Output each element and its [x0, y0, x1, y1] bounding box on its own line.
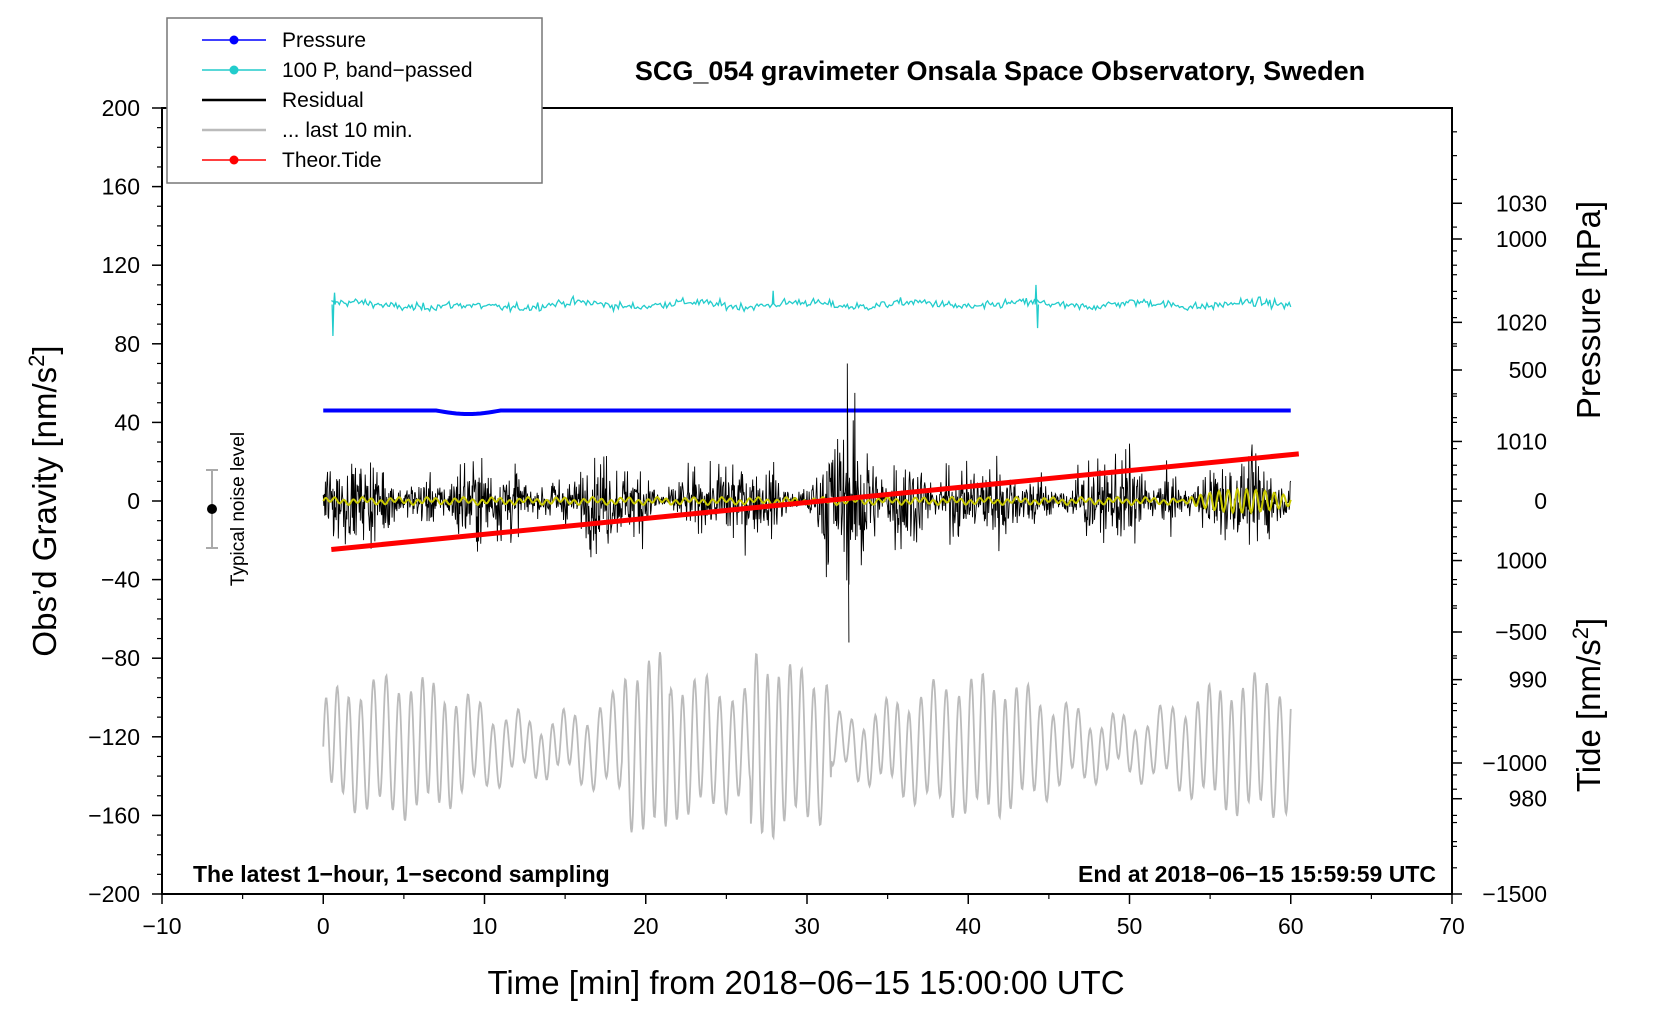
legend-label: Residual: [282, 89, 364, 112]
x-tick-label-10: 10: [472, 913, 498, 939]
y-tick-label-80: −80: [101, 645, 140, 671]
legend-swatch-marker: [229, 65, 239, 75]
legend-item-theor-tide: Theor.Tide: [202, 149, 382, 172]
y-tick-label-160: −160: [88, 802, 140, 828]
y-tick-label-40: 40: [114, 409, 140, 435]
series-residual-line: [322, 363, 1292, 643]
pressure-tick-label-1030: 1030: [1496, 190, 1547, 216]
legend-label: Theor.Tide: [282, 149, 382, 172]
y-tick-label-120: −120: [88, 724, 140, 750]
x-tick-label-20: 20: [633, 913, 659, 939]
noise-level-indicator: Typical noise level: [206, 432, 249, 586]
legend-label: ... last 10 min.: [282, 119, 413, 142]
y-tick-label-0: 0: [127, 488, 140, 514]
legend-item-last-10-min: ... last 10 min.: [202, 119, 413, 142]
series-pressure-line: [323, 408, 1291, 417]
y-tick-label-160: 160: [102, 174, 140, 200]
pressure-tick-label-980: 980: [1509, 786, 1547, 812]
y-tick-label-80: 80: [114, 331, 140, 357]
pressure-tick-label-1000: 1000: [1496, 548, 1547, 574]
chart-title: SCG_054 gravimeter Onsala Space Observat…: [635, 56, 1365, 86]
y-axis-title-tide: Tide [nm/s2]: [1568, 618, 1608, 792]
x-tick-label-50: 50: [1117, 913, 1143, 939]
x-tick-label-10: −10: [142, 913, 181, 939]
tide-tick-label-500: −500: [1495, 619, 1547, 645]
y-axis-title-pressure: Pressure [hPa]: [1570, 201, 1607, 419]
legend-items: Pressure 100 P, band−passed Residual ... la…: [202, 29, 473, 172]
legend-item-pressure: Pressure: [202, 29, 366, 52]
tide-tick-label-500: 500: [1509, 357, 1547, 383]
x-tick-label-40: 40: [955, 913, 981, 939]
series-bandpassed-pressure-line: [331, 284, 1292, 336]
pressure-tick-label-1020: 1020: [1496, 309, 1547, 335]
x-tick-label-60: 60: [1278, 913, 1304, 939]
y-tick-label-120: 120: [102, 252, 140, 278]
series-theor-tide-line: [331, 451, 1300, 552]
legend: Pressure 100 P, band−passed Residual ... la…: [166, 17, 543, 184]
tide-tick-label-1000: −1000: [1482, 750, 1547, 776]
series-group: [322, 284, 1300, 841]
x-tick-label-30: 30: [794, 913, 820, 939]
tide-tick-label-1000: 1000: [1496, 226, 1547, 252]
y-axis-title-left: Obs’d Gravity [nm/s2]: [24, 345, 64, 656]
x-tick-label-70: 70: [1439, 913, 1465, 939]
legend-swatch-marker: [229, 35, 239, 45]
y-tick-label-200: −200: [88, 881, 140, 907]
tide-tick-label-0: 0: [1534, 488, 1547, 514]
noise-bar-dot: [207, 504, 217, 514]
legend-label: Pressure: [282, 29, 366, 52]
legend-swatch-marker: [229, 155, 239, 165]
y-tick-label-40: −40: [101, 567, 140, 593]
noise-level-label: Typical noise level: [228, 432, 249, 586]
x-axis-title: Time [min] from 2018−06−15 15:00:00 UTC: [487, 964, 1124, 1001]
series-last-10-min-line: [322, 652, 1292, 841]
annotation-end-time: End at 2018−06−15 15:59:59 UTC: [1078, 861, 1436, 887]
legend-item-residual: Residual: [202, 89, 364, 112]
x-tick-label-0: 0: [317, 913, 330, 939]
tick-group: −10 0 10 20 30 40 50 60 7020016012080400−40−80−1…: [88, 95, 1547, 939]
tide-tick-label-1500: −1500: [1482, 881, 1547, 907]
pressure-tick-label-990: 990: [1509, 667, 1547, 693]
legend-item-100-p-band-passed: 100 P, band−passed: [202, 59, 473, 82]
annotation-sampling: The latest 1−hour, 1−second sampling: [193, 861, 610, 887]
legend-label: 100 P, band−passed: [282, 59, 473, 82]
pressure-tick-label-1010: 1010: [1496, 428, 1547, 454]
y-tick-label-200: 200: [102, 95, 140, 121]
